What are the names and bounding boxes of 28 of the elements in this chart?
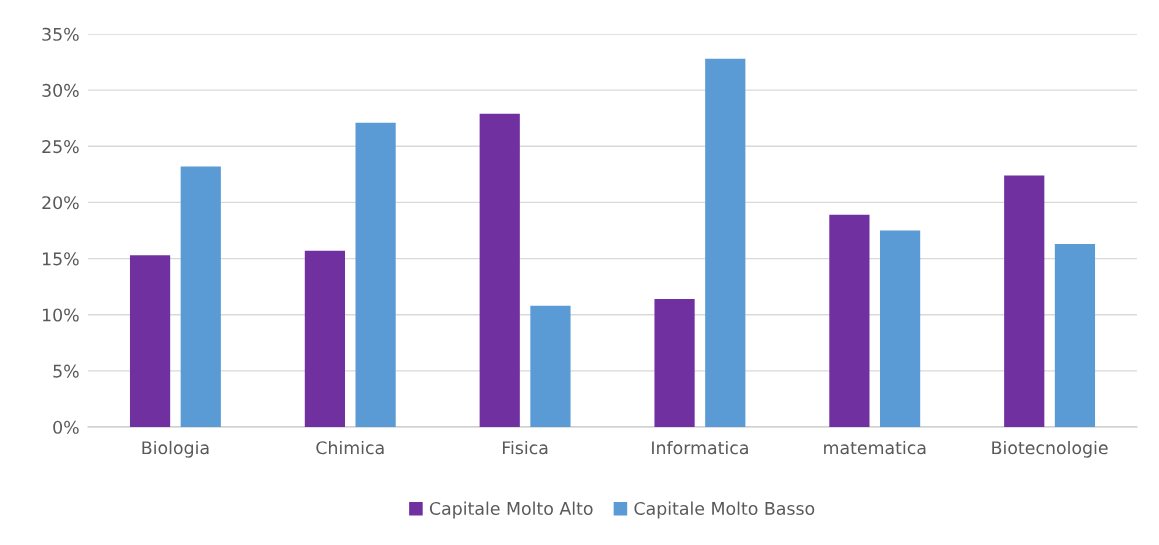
bar — [1004, 175, 1045, 427]
x-tick-label: Biologia — [142, 440, 209, 458]
legend-label: Capitale Molto Basso — [634, 501, 815, 519]
bar — [479, 113, 520, 427]
y-tick-label: 20% — [42, 196, 79, 210]
x-tick-label: Fisica — [502, 440, 548, 455]
bar — [355, 122, 396, 427]
y-tick-label: 5% — [53, 364, 79, 378]
x-tick-label: Chimica — [316, 440, 384, 455]
y-tick-label: 15% — [42, 252, 79, 266]
y-tick-label: 25% — [42, 140, 79, 154]
bar — [530, 305, 571, 427]
bar — [304, 250, 346, 427]
y-tick-label: 10% — [42, 308, 79, 322]
y-tick-label: 30% — [42, 83, 79, 97]
bar — [705, 58, 746, 427]
bar — [654, 298, 695, 427]
x-tick-label: matematica — [824, 440, 926, 455]
bar — [1054, 243, 1096, 427]
bar — [180, 166, 221, 427]
bar — [880, 230, 921, 427]
bar — [129, 255, 171, 427]
legend-label: Capitale Molto Alto — [429, 501, 593, 519]
y-tick-label: 0% — [53, 420, 79, 434]
bar — [829, 214, 870, 427]
x-tick-label: Informatica — [652, 440, 748, 455]
y-tick-label: 35% — [42, 27, 79, 41]
x-tick-label: Biotecnologie — [992, 440, 1108, 458]
